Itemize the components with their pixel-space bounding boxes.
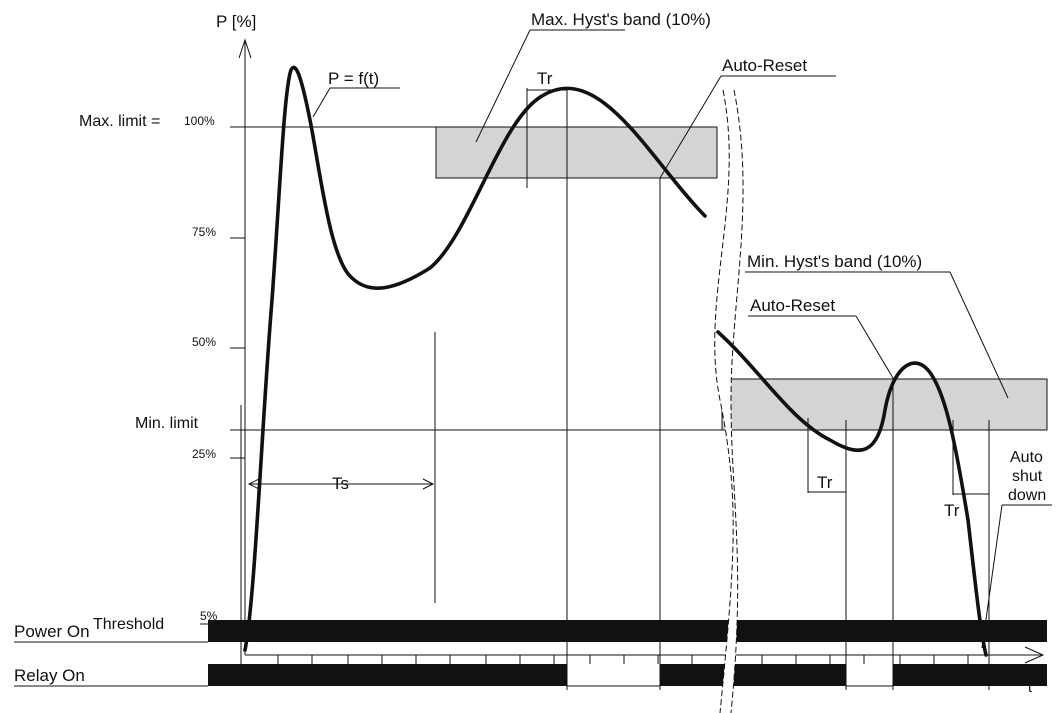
max-hysteresis-band [435, 126, 718, 179]
y-tick-label-5: 5% [200, 609, 218, 623]
relay-on-bar-1 [208, 664, 567, 686]
auto-reset-1-leader [659, 75, 722, 179]
ts-arrow-right-head [422, 478, 435, 490]
time-break-left-edge [714, 89, 734, 713]
min-limit-label: Min. limit [135, 415, 199, 432]
tr-2-label: Tr [817, 473, 833, 492]
min-band-leader [949, 271, 1009, 399]
y-axis-label: P [%] [216, 12, 256, 31]
relay-on-bar-2 [660, 664, 846, 686]
max-band-label: Max. Hyst's band (10%) [531, 10, 711, 29]
x-axis-ticks [277, 655, 969, 664]
auto-reset-1-label: Auto-Reset [722, 56, 807, 75]
max-band-leader [475, 29, 531, 143]
power-on-bar [208, 620, 1047, 642]
tr-1-label: Tr [537, 69, 553, 88]
tr-3-label: Tr [944, 501, 960, 520]
x-axis-label: t [1028, 679, 1032, 695]
y-tick-label-25: 25% [192, 447, 216, 461]
relay-on-bar-3 [893, 664, 1047, 686]
threshold-label: Threshold [93, 616, 164, 633]
relay-on-label: Relay On [14, 666, 85, 685]
auto-shutdown-label-line2: shut [1012, 468, 1043, 485]
power-on-label: Power On [14, 622, 90, 641]
y-axis-arrow [238, 38, 252, 59]
y-tick-label-50: 50% [192, 335, 216, 349]
ts-label: Ts [332, 474, 349, 493]
min-band-label: Min. Hyst's band (10%) [747, 252, 922, 271]
y-tick-label-75: 75% [192, 225, 216, 239]
y-tick-label-100: 100% [184, 114, 215, 128]
ts-arrow-left-head [247, 478, 260, 490]
process-curve-part-1 [243, 65, 707, 652]
auto-shutdown-label-line1: Auto [1010, 449, 1043, 466]
process-curve-part-2 [716, 330, 988, 657]
time-break-right-edge [730, 89, 744, 713]
time-break-gap [714, 90, 744, 713]
auto-shutdown-label-line3: down [1008, 487, 1046, 504]
curve-label-leader [312, 87, 400, 118]
curve-function-label: P = f(t) [328, 69, 379, 88]
x-axis-arrow [1024, 646, 1045, 664]
auto-reset-2-leader [855, 315, 894, 379]
max-limit-label: Max. limit = [79, 113, 160, 130]
auto-reset-2-label: Auto-Reset [750, 296, 835, 315]
